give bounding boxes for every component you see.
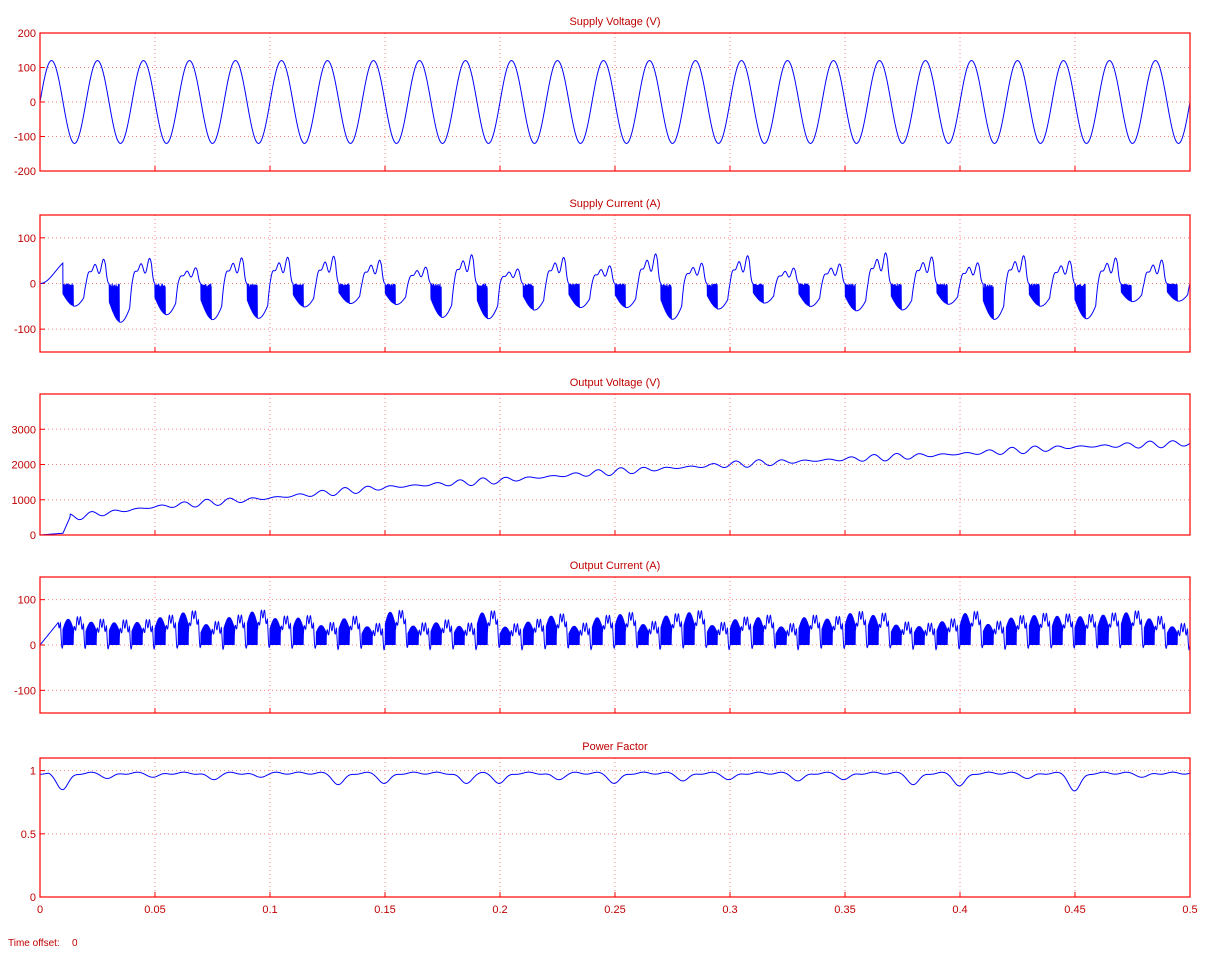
plot-frame xyxy=(39,576,1191,714)
y-tick-label: -100 xyxy=(14,132,36,144)
y-tick-label: 100 xyxy=(18,233,36,245)
panel-title: Supply Voltage (V) xyxy=(569,16,660,28)
y-tick-label: 2000 xyxy=(12,460,36,472)
scope-panels: Supply Voltage (V)-200-1000100200Supply … xyxy=(12,16,1198,916)
panel-title: Output Current (A) xyxy=(570,560,660,572)
x-tick-label: 0.05 xyxy=(144,904,165,916)
panel-title: Output Voltage (V) xyxy=(570,377,661,389)
y-tick-label: 0 xyxy=(30,279,36,291)
y-tick-label: 0 xyxy=(30,97,36,109)
x-tick-label: 0.5 xyxy=(1182,904,1197,916)
y-tick-label: 3000 xyxy=(12,424,36,436)
scope-panel-3: Output Voltage (V) 0 1000 2000 3000 xyxy=(12,377,1191,542)
plot-frame xyxy=(39,32,1191,172)
scope-panel-2: Supply Current (A) -100 0 100 xyxy=(14,198,1191,353)
x-tick-label: 0.3 xyxy=(722,904,737,916)
y-tick-label: 100 xyxy=(18,595,36,607)
x-tick-label: 0 xyxy=(37,904,43,916)
y-tick-label: 0 xyxy=(30,530,36,542)
x-tick-label: 0.25 xyxy=(604,904,625,916)
x-tick-label: 0.2 xyxy=(492,904,507,916)
y-tick-label: 100 xyxy=(18,63,36,75)
series-trace xyxy=(40,252,1191,323)
x-tick-label: 0.15 xyxy=(374,904,395,916)
y-tick-label: 0.5 xyxy=(21,829,36,841)
x-tick-label: 0.1 xyxy=(262,904,277,916)
plot-frame xyxy=(39,214,1191,353)
y-tick-label: 0 xyxy=(30,892,36,904)
time-offset-label: Time offset: xyxy=(8,938,60,949)
y-tick-label: 1 xyxy=(30,766,36,778)
series-trace xyxy=(39,60,1191,144)
time-offset-value: 0 xyxy=(72,938,78,949)
scope-panel-5: Power Factor 0 0.5 1 0 0.05 0.1 0.15 0.2 0.25 0.3 0… xyxy=(21,741,1198,916)
y-tick-label: -100 xyxy=(14,685,36,697)
series-trace xyxy=(39,440,1191,536)
x-tick-label: 0.35 xyxy=(834,904,855,916)
panel-title: Power Factor xyxy=(582,741,648,753)
scope-panel-4: Output Current (A) -100 0 100 xyxy=(14,560,1191,714)
y-tick-label: 0 xyxy=(30,640,36,652)
series-trace xyxy=(39,609,1191,651)
y-tick-label: 200 xyxy=(18,28,36,40)
x-tick-label: 0.4 xyxy=(952,904,967,916)
plot-frame xyxy=(39,393,1191,536)
y-tick-label: 1000 xyxy=(12,495,36,507)
series-trace xyxy=(39,771,1191,792)
panel-title: Supply Current (A) xyxy=(569,198,660,210)
y-tick-label: -100 xyxy=(14,324,36,336)
scope-panel-1: Supply Voltage (V) -200 -100 0 100 200 xyxy=(14,16,1191,178)
x-tick-label: 0.45 xyxy=(1064,904,1085,916)
plot-frame xyxy=(39,757,1191,898)
y-tick-label: -200 xyxy=(14,166,36,178)
